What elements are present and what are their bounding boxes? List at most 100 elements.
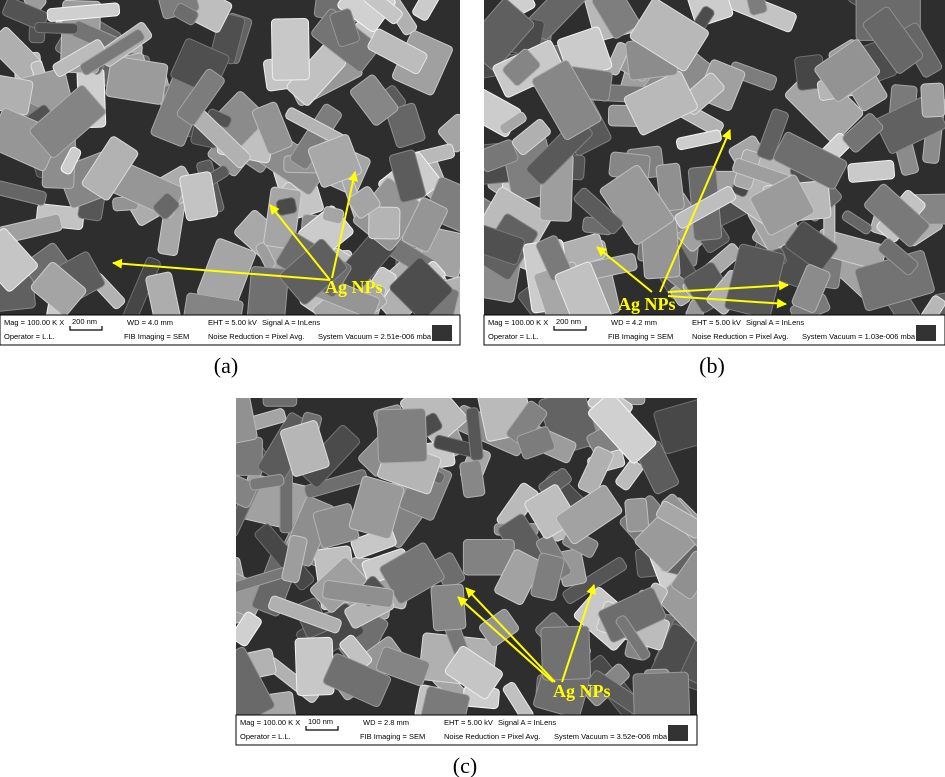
crystal [276,197,298,216]
crystal [176,68,225,126]
scale-bar [305,726,339,731]
crystal [878,238,919,276]
crystal [236,398,258,444]
crystal [152,192,180,220]
crystal [279,238,348,305]
info-text: FIB Imaging = SEM [360,732,425,741]
crystal [389,257,453,315]
crystal [920,82,945,118]
panel: Mag = 100.00 K X Operator = L.L. 100 nm WD … [235,398,698,777]
annotation-label: Ag NPs [618,294,676,314]
crystal [367,28,428,75]
crystal [577,446,614,495]
crystal [350,74,399,126]
crystal [280,420,330,477]
arrow [561,584,596,683]
arrow [457,596,554,683]
info-text: Mag = 100.00 K X [488,318,548,327]
crystal [623,70,698,136]
crystal [375,646,430,687]
crystal [511,118,551,156]
info-text: 200 nm [72,317,97,326]
info-text: 200 nm [556,317,581,326]
crystal [322,579,395,608]
info-text: FIB Imaging = SEM [124,332,189,341]
crystal [530,552,565,601]
info-text: Signal A = InLens [262,318,320,327]
crystal [60,146,82,175]
crystal [321,206,345,225]
info-text: Noise Reduction = Pixel Avg. [692,332,788,341]
crystal [262,398,298,407]
crystal [348,475,405,540]
info-text: WD = 4.2 mm [611,318,657,327]
crystal [388,149,426,203]
crystal [236,611,262,647]
crystal [656,500,697,539]
crystal [862,6,924,74]
crystal [864,183,930,247]
logo [668,725,688,741]
crystal [251,101,293,155]
crystal [444,645,503,700]
crystal [29,84,106,158]
crystal [531,60,602,140]
crystal [573,187,624,235]
info-text: System Vacuum = 1.03e-006 mba [802,332,916,341]
crystal [624,497,650,533]
crystal [847,159,896,183]
scale-bar [553,326,587,331]
crystal [591,0,641,39]
info-text: WD = 4.0 mm [127,318,173,327]
info-text: Noise Reduction = Pixel Avg. [208,332,304,341]
crystal [756,108,789,161]
crystal [105,55,169,105]
arrow [112,258,331,281]
info-text: FIB Imaging = SEM [608,332,673,341]
crystal [281,534,308,584]
crystal [421,686,470,715]
crystal [386,102,426,149]
crystal [675,129,722,151]
crystal [629,0,709,72]
crystal [499,111,527,135]
info-text: Signal A = InLens [746,318,804,327]
info-bar [235,714,698,746]
arrow [659,129,732,293]
info-text: Noise Reduction = Pixel Avg. [444,732,540,741]
crystal [363,0,403,25]
crystal [653,398,697,454]
crystal [30,261,87,315]
crystal [920,295,945,315]
crystal [502,682,534,715]
crystal [173,3,199,26]
crystal [555,484,623,545]
crystal [785,221,838,272]
crystal [842,113,884,153]
crystal [79,28,145,76]
sem-image [0,0,460,315]
panel: Mag = 100.00 K X Operator = L.L. 200 nm WD … [483,0,945,378]
info-text: EHT = 5.00 kV [692,318,741,327]
arrow [667,280,789,293]
info-text: WD = 2.8 mm [363,718,409,727]
info-text: System Vacuum = 3.52e-006 mba [554,732,668,741]
crystal [841,210,873,235]
crystal [598,587,667,643]
crystal [412,0,442,21]
crystal [516,426,555,460]
panel-caption: (a) [214,353,238,378]
crystal [615,615,651,661]
crystal [34,21,79,35]
crystal [671,550,697,600]
crystal [246,266,290,315]
crystal [376,408,428,464]
crystal [632,671,691,715]
crystal [674,186,737,229]
sem-image [236,398,697,715]
crystal [347,186,381,219]
crystal [0,71,34,116]
crystal [270,18,310,81]
info-text: Mag = 100.00 K X [240,718,300,727]
